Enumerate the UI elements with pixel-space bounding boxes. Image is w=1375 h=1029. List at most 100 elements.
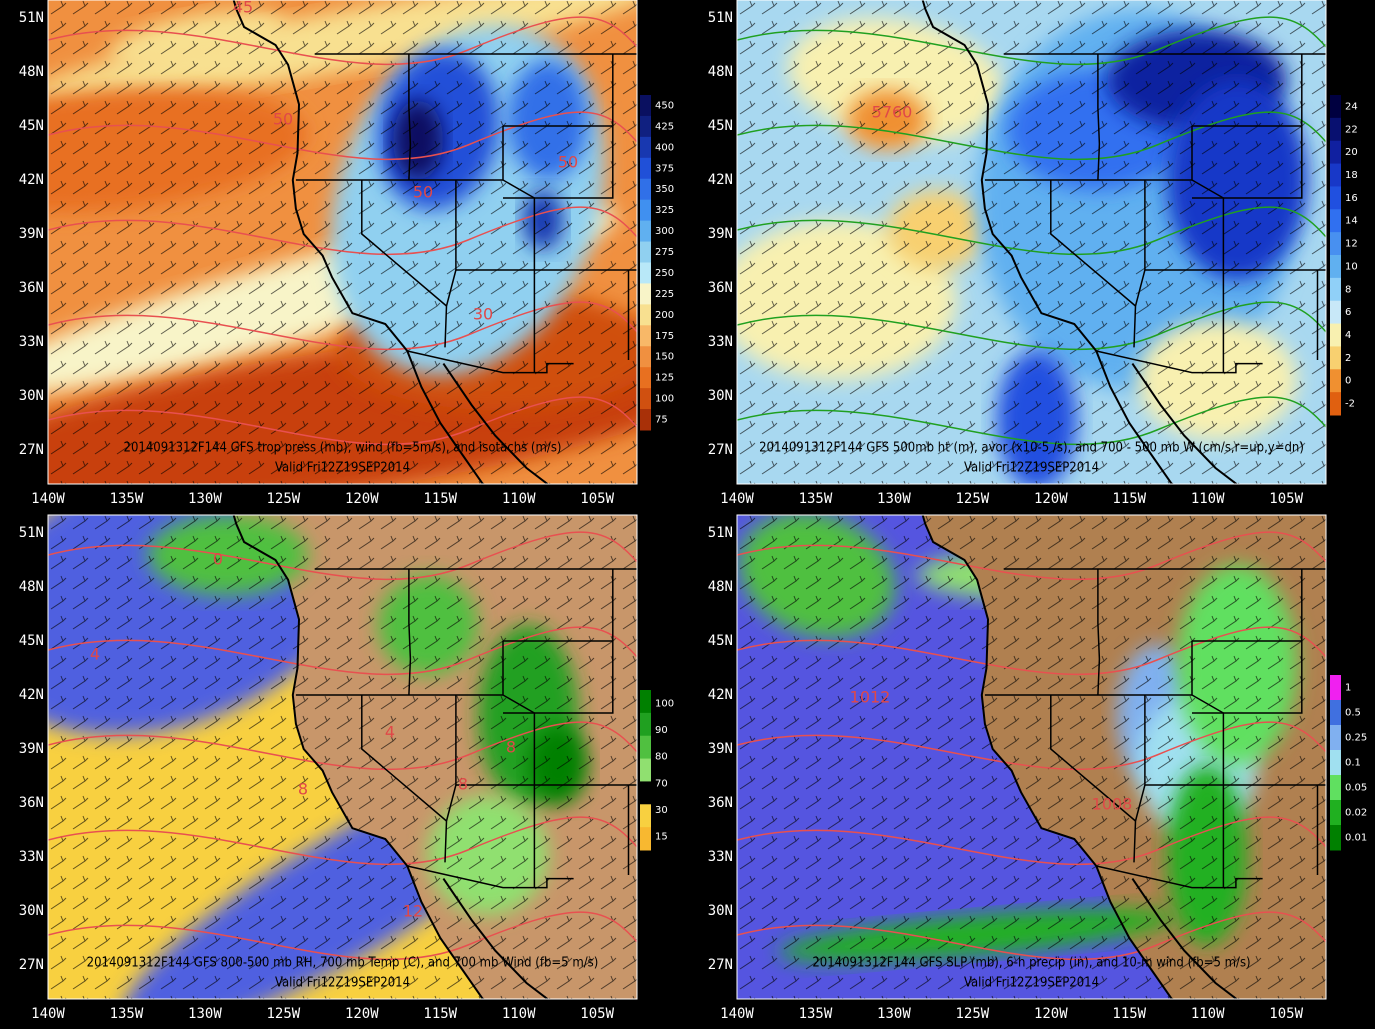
lat-label: 36N bbox=[708, 280, 733, 296]
lon-label: 110W bbox=[502, 491, 536, 507]
lat-label: 39N bbox=[19, 226, 44, 242]
lon-label: 130W bbox=[188, 1006, 222, 1022]
valid-time: Valid Fri12Z19SEP2014 bbox=[964, 976, 1099, 991]
lon-label: 120W bbox=[1034, 1006, 1068, 1022]
colorbar-label: -2 bbox=[1345, 399, 1355, 410]
colorbar-swatch bbox=[1330, 209, 1341, 233]
state-border bbox=[1133, 180, 1146, 348]
lon-label: 120W bbox=[345, 491, 379, 507]
wind-barbs bbox=[737, 515, 1326, 999]
colorbar-label: 2 bbox=[1345, 353, 1351, 364]
colorbar-label: 18 bbox=[1345, 170, 1358, 181]
colorbar-swatch bbox=[1330, 825, 1341, 851]
panel: 5760 2014091312F144 GFS 500mb ht (m), avo… bbox=[737, 0, 1326, 484]
wind-barbs bbox=[48, 515, 637, 999]
contour-label: 1012 bbox=[850, 688, 891, 707]
lon-label: 115W bbox=[1112, 491, 1146, 507]
colorbar-swatch bbox=[1330, 725, 1341, 751]
lat-label: 48N bbox=[708, 579, 733, 595]
lat-label: 30N bbox=[19, 388, 44, 404]
contour-label: 30 bbox=[473, 305, 493, 324]
colorbar-label: 0 bbox=[1345, 376, 1351, 387]
panel-frame bbox=[47, 0, 638, 485]
colorbar-swatch bbox=[640, 781, 651, 805]
colorbar-swatch bbox=[1330, 800, 1341, 826]
colorbar-swatch bbox=[1330, 140, 1341, 165]
lon-label: 125W bbox=[266, 1006, 300, 1022]
contour-line bbox=[48, 396, 637, 446]
colorbar-swatch bbox=[640, 241, 651, 263]
lat-label: 33N bbox=[19, 334, 44, 350]
lat-label: 42N bbox=[708, 172, 733, 188]
state-border bbox=[503, 569, 614, 714]
colorbar-swatch bbox=[640, 735, 651, 760]
colorbar-swatch bbox=[640, 157, 651, 180]
state-border bbox=[407, 865, 574, 889]
contour-label: 1008 bbox=[1092, 795, 1133, 814]
lat-label: 39N bbox=[708, 741, 733, 757]
lon-label: 105W bbox=[580, 491, 614, 507]
state-border bbox=[407, 350, 574, 374]
colorbar-label: 16 bbox=[1345, 193, 1358, 204]
state-border bbox=[1133, 695, 1146, 863]
lat-label: 33N bbox=[708, 849, 733, 865]
colorbar-swatch bbox=[640, 178, 651, 201]
contour-line bbox=[737, 111, 1326, 161]
colorbar-swatch bbox=[640, 199, 651, 222]
valid-time: Valid Fri12Z19SEP2014 bbox=[275, 976, 410, 991]
colorbar-label: 350 bbox=[655, 184, 674, 195]
colorbar-swatch bbox=[1330, 232, 1341, 256]
colorbar-label: 14 bbox=[1345, 216, 1358, 227]
lon-label: 135W bbox=[110, 491, 144, 507]
colorbar-swatch bbox=[640, 367, 651, 389]
panel: 1012 1008 2014091312F144 GFS SLP (mb), 6-h… bbox=[737, 515, 1326, 999]
lat-label: 48N bbox=[19, 64, 44, 80]
lat-label: 42N bbox=[19, 172, 44, 188]
lon-label: 115W bbox=[423, 491, 457, 507]
contour-line bbox=[737, 301, 1326, 351]
state-border bbox=[1096, 350, 1263, 374]
lat-label: 51N bbox=[19, 525, 44, 541]
lon-label: 110W bbox=[1191, 491, 1225, 507]
colorbar-swatch bbox=[640, 804, 651, 828]
lat-label: 45N bbox=[19, 633, 44, 649]
state-border bbox=[408, 54, 412, 181]
state-border bbox=[1097, 54, 1101, 181]
colorbar-swatch bbox=[1330, 369, 1341, 393]
colorbar-swatch bbox=[1330, 277, 1341, 302]
contour-line bbox=[48, 721, 637, 771]
colorbar-swatch bbox=[640, 409, 651, 431]
lon-label: 125W bbox=[955, 1006, 989, 1022]
lat-label: 51N bbox=[19, 10, 44, 26]
state-border bbox=[503, 54, 614, 199]
colorbar-label: 20 bbox=[1345, 147, 1358, 158]
lon-label: 115W bbox=[423, 1006, 457, 1022]
lon-label: 130W bbox=[877, 491, 911, 507]
colorbar-label: 450 bbox=[655, 100, 674, 111]
lat-label: 27N bbox=[19, 957, 44, 973]
lon-label: 135W bbox=[799, 491, 833, 507]
coastline bbox=[921, 515, 1174, 999]
lat-label: 36N bbox=[708, 795, 733, 811]
panel: 45 50 50 50 30 2014091312F144 GFS trop press … bbox=[48, 0, 637, 484]
contour-line bbox=[737, 816, 1326, 866]
contour-label: 8 bbox=[458, 775, 468, 794]
lat-label: 48N bbox=[19, 579, 44, 595]
state-border bbox=[1191, 641, 1225, 888]
lat-label: 36N bbox=[19, 795, 44, 811]
lon-label: 125W bbox=[955, 491, 989, 507]
contour-label: 5760 bbox=[872, 103, 913, 122]
colorbar-label: 24 bbox=[1345, 101, 1358, 112]
lon-label: 140W bbox=[31, 1006, 65, 1022]
lat-label: 45N bbox=[708, 118, 733, 134]
colorbar-swatch bbox=[1330, 775, 1341, 801]
colorbar-swatch bbox=[640, 690, 651, 714]
colorbar-swatch bbox=[1330, 300, 1341, 325]
state-border bbox=[1096, 865, 1263, 889]
lon-label: 120W bbox=[1034, 491, 1068, 507]
lat-label: 39N bbox=[708, 226, 733, 242]
lon-label: 135W bbox=[110, 1006, 144, 1022]
contour-label: 8 bbox=[506, 738, 516, 757]
colorbar-label: 6 bbox=[1345, 307, 1351, 318]
colorbar-label: 150 bbox=[655, 352, 674, 363]
